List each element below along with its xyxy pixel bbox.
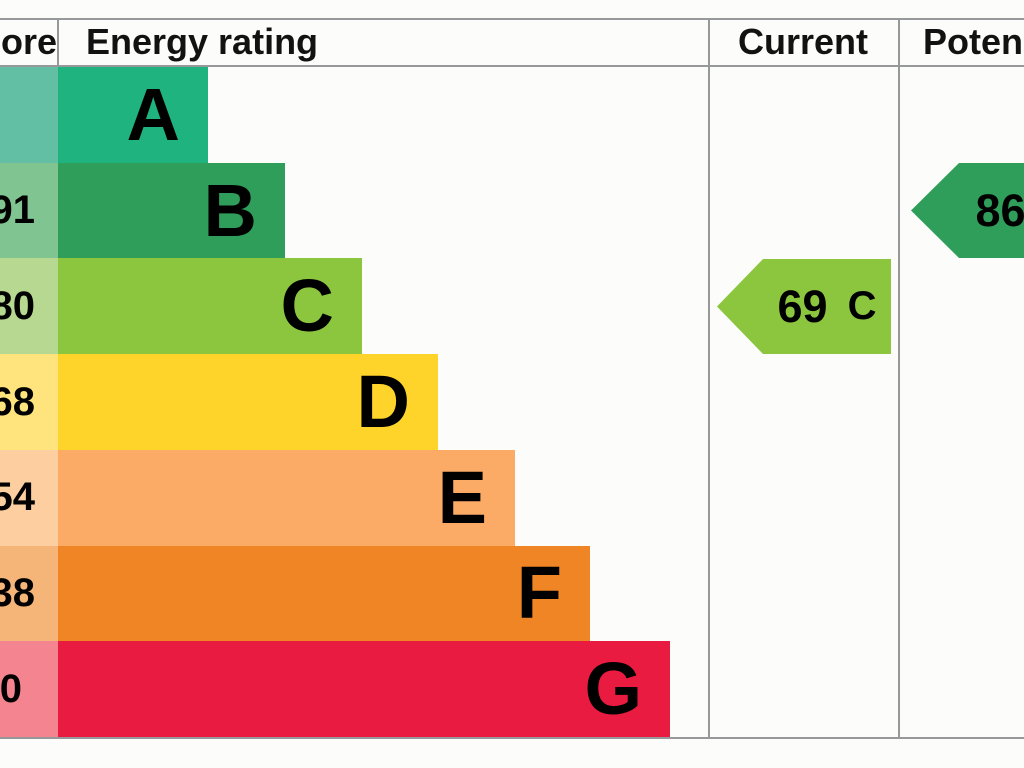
score-range-cell: 38 [0,545,58,642]
score-range-cell: 0 [0,641,58,738]
band-letter: D [356,360,410,444]
current-rating-value: 69 [777,280,828,332]
band-bar-b: B [58,162,285,259]
band-letter: C [280,264,334,348]
current-rating-letter: C [847,284,877,328]
band-bar-d: D [58,354,438,450]
score-column-divider [57,20,59,65]
score-range-label: 80 [0,283,35,328]
band-bar-e: E [58,449,515,546]
energy-rating-column-header: Energy rating [86,21,319,62]
rating-bands: A 91 B 80 C 68 D 54 E 38 F 0 G [0,67,708,738]
band-row-b: 91 B [0,162,708,259]
score-range-cell [0,67,58,163]
table-top-border [0,18,1024,20]
potential-rating-value: 86 [975,184,1024,236]
band-letter: E [437,455,487,539]
band-row-g: 0 G [0,641,708,738]
band-letter: G [584,647,642,731]
band-bar-a: A [58,67,208,163]
score-range-cell: 68 [0,354,58,450]
band-letter: B [203,168,257,252]
score-range-cell: 54 [0,449,58,546]
band-bar-c: C [58,258,362,355]
current-rating-arrow: 69 C [717,259,891,354]
band-row-d: 68 D [0,354,708,450]
band-row-f: 38 F [0,545,708,642]
score-range-label: 38 [0,570,35,615]
score-range-label: 0 [0,666,22,711]
band-bar-g: G [58,641,670,738]
band-letter: F [516,551,562,635]
table-bottom-border [0,737,1024,739]
band-letter: A [126,72,180,156]
current-column-divider [708,20,710,737]
score-range-label: 68 [0,379,35,424]
band-row-a: A [0,67,708,163]
band-row-c: 80 C [0,258,708,355]
band-row-e: 54 E [0,449,708,546]
band-bar-f: F [58,545,590,642]
potential-column-divider [898,20,900,737]
current-column-header: Current [737,21,868,62]
score-range-label: 91 [0,188,35,233]
potential-column-header: Poten [923,21,1024,62]
potential-rating-arrow: 86 [911,163,1024,258]
score-range-cell: 91 [0,162,58,259]
score-range-cell: 80 [0,258,58,355]
score-column-header: ore [1,21,58,62]
header-bottom-border [0,65,1024,67]
score-range-label: 54 [0,475,35,520]
